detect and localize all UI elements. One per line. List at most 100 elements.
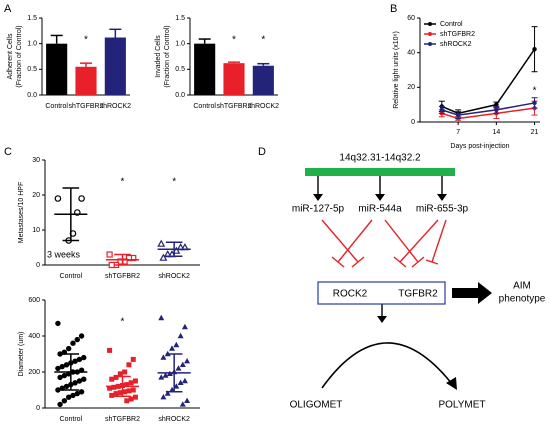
bar	[104, 37, 126, 95]
y-tick-label: 600	[28, 297, 40, 304]
point	[63, 362, 70, 368]
x-tick-label: shROCK2	[158, 416, 190, 423]
point	[157, 239, 166, 247]
y-axis-label: Diameter (um)	[18, 332, 25, 377]
point	[169, 345, 176, 351]
x-tick-label: Control	[60, 273, 83, 280]
y-tick-label: 1.0	[27, 41, 37, 48]
point	[162, 372, 169, 378]
x-tick-label: 14	[492, 129, 500, 136]
point	[126, 362, 132, 368]
arrow-heads	[313, 194, 447, 323]
point	[181, 377, 188, 384]
point	[124, 382, 130, 388]
point	[57, 401, 63, 408]
point	[494, 107, 499, 113]
y-axis-label: Adherent Cells	[7, 33, 14, 79]
big-arrow	[452, 282, 492, 304]
point	[113, 391, 119, 397]
bar	[46, 43, 68, 95]
y-axis-label: Invaded Cells	[155, 35, 162, 78]
y-tick-label: 400	[28, 333, 40, 340]
legend-label: Control	[440, 21, 463, 28]
point	[61, 398, 68, 404]
locus-label: 14q32.31-14q32.2	[339, 153, 421, 164]
point	[130, 356, 136, 362]
point	[55, 387, 61, 393]
x-tick-label: shTGFBR2	[216, 103, 251, 110]
point	[113, 374, 119, 380]
point	[184, 358, 191, 364]
point	[130, 387, 136, 393]
significance: *	[121, 317, 125, 328]
y-tick-label: 1.0	[175, 41, 185, 48]
point	[455, 112, 461, 118]
x-tick-label: shTGFBR2	[105, 416, 140, 423]
y-tick-label: 40	[407, 50, 415, 57]
point	[181, 323, 188, 330]
panel-label: B	[390, 3, 397, 15]
point	[74, 390, 80, 397]
y-tick-label: 10	[32, 227, 40, 234]
point	[173, 341, 180, 348]
bar	[252, 65, 274, 95]
point	[59, 363, 65, 370]
point	[65, 394, 72, 400]
point	[439, 107, 445, 113]
point	[164, 390, 171, 396]
state: POLYMET	[438, 400, 485, 411]
point	[532, 47, 537, 52]
point	[117, 390, 123, 396]
x-tick-label: 21	[531, 129, 539, 136]
bar	[194, 43, 216, 95]
significance: *	[84, 35, 88, 46]
legend-label: shTGFBR2	[440, 31, 475, 38]
x-tick-label: Control	[45, 103, 68, 110]
arrow-head	[446, 377, 457, 390]
y-tick-label: 0	[36, 262, 40, 269]
y-axis-label: (Fraction of Control)	[164, 25, 171, 87]
point	[57, 351, 63, 357]
point	[179, 361, 186, 367]
point	[132, 394, 138, 400]
significance: *	[261, 35, 265, 46]
series-line	[441, 107, 535, 120]
point	[111, 384, 117, 390]
y-tick-label: 0	[411, 119, 415, 126]
legend-label: shROCK2	[440, 41, 472, 48]
point	[177, 379, 184, 385]
y-tick-label: 0	[36, 405, 40, 412]
point	[126, 388, 132, 394]
point	[54, 195, 62, 202]
y-tick-label: 20	[407, 84, 415, 91]
inhibition-lines	[321, 219, 447, 268]
point	[160, 394, 167, 400]
point	[76, 378, 83, 384]
locus-bar	[305, 168, 455, 176]
point	[72, 380, 78, 386]
point	[65, 345, 72, 352]
series-line	[441, 48, 536, 115]
annotation: 3 weeks	[47, 249, 81, 259]
point	[132, 378, 138, 384]
x-tick-label: shROCK2	[158, 273, 190, 280]
target: TGFBR2	[398, 289, 438, 300]
point	[122, 389, 128, 395]
legend-marker	[428, 32, 432, 36]
point	[179, 401, 186, 407]
point	[158, 374, 165, 380]
point	[184, 397, 191, 403]
point	[122, 369, 128, 375]
bar	[223, 63, 245, 95]
y-tick-label: 1.5	[27, 15, 37, 22]
point	[78, 333, 85, 339]
point	[107, 347, 113, 353]
significance: *	[172, 177, 176, 188]
point	[159, 253, 168, 261]
mirna: miR-127-5p	[292, 204, 345, 215]
y-tick-label: 0.0	[27, 92, 37, 99]
y-tick-label: 200	[28, 369, 40, 376]
y-tick-label: 60	[407, 15, 415, 22]
